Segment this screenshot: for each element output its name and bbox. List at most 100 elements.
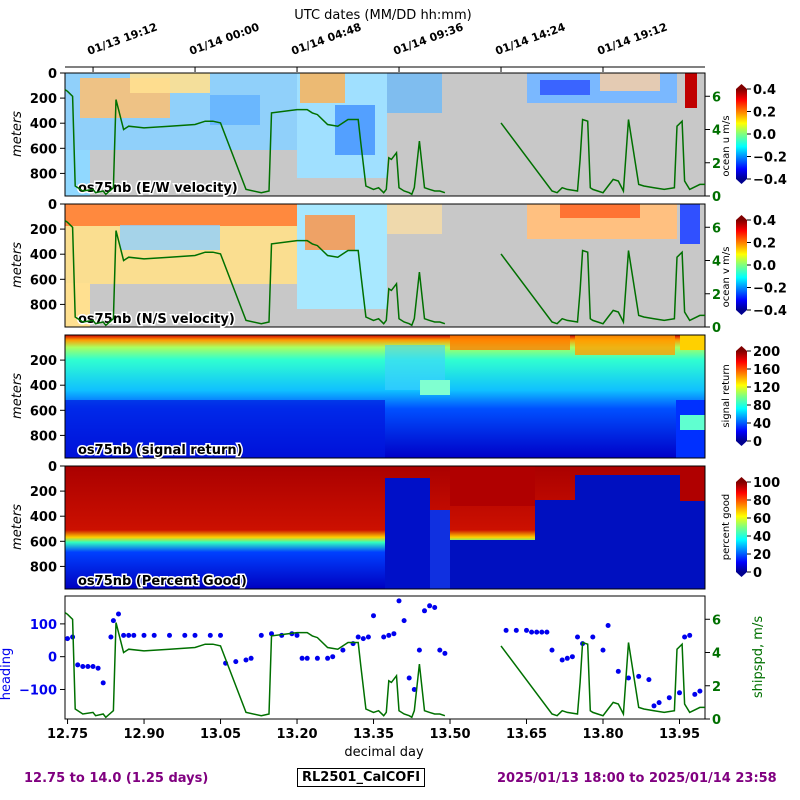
depth-tick-label: 0 bbox=[48, 460, 57, 475]
depth-tick-label: 400 bbox=[30, 510, 57, 525]
panel-percent-good: os75nb (Percent Good) meters 02004006008… bbox=[10, 460, 780, 591]
ns-velocity-yticks: 0 200 400 600 800 bbox=[30, 198, 65, 313]
heading-x-ticks: 12.75 12.90 13.05 13.20 13.35 13.50 13.65 13.80… bbox=[47, 719, 700, 742]
x-tick-label: 12.90 bbox=[123, 727, 164, 742]
heading-point bbox=[248, 655, 254, 661]
top-tick-label: 01/14 14:24 bbox=[494, 20, 568, 57]
footer-date-range: 2025/01/13 18:00 to 2025/01/14 23:58 bbox=[497, 771, 777, 786]
colorbar-tick-label: 40 bbox=[753, 417, 771, 432]
ew-velocity-speed-ticks: 6 4 2 0 bbox=[705, 90, 721, 205]
heading-point bbox=[401, 618, 407, 624]
heading-point bbox=[386, 632, 392, 638]
speed-tick-label: 4 bbox=[712, 255, 721, 270]
x-tick-label: 13.80 bbox=[582, 727, 623, 742]
ew-velocity-yticks: 0 200 400 600 800 bbox=[30, 67, 65, 182]
colorbar-tick-label: 0.0 bbox=[753, 259, 776, 274]
heading-point bbox=[442, 650, 448, 656]
signal-return-colorbar: 200 160 120 80 40 0 signal return bbox=[721, 345, 780, 450]
colorbar-tick-label: 60 bbox=[753, 512, 771, 527]
ship-speed-line bbox=[64, 611, 446, 719]
speed-right-ticks: 6 4 2 0 bbox=[705, 613, 721, 728]
heading-point bbox=[534, 629, 540, 635]
depth-tick-label: 600 bbox=[30, 273, 57, 288]
heading-point bbox=[575, 634, 580, 640]
heading-point bbox=[437, 647, 443, 653]
colorbar-tick-label: 80 bbox=[753, 399, 771, 414]
colorbar-tick-label: 120 bbox=[753, 381, 780, 396]
ew-velocity-label: os75nb (E/W velocity) bbox=[78, 181, 238, 196]
heading-point bbox=[371, 613, 376, 619]
colorbar-tick-label: 0.0 bbox=[753, 128, 776, 143]
signal-return-field bbox=[65, 335, 705, 458]
heading-point bbox=[314, 655, 320, 661]
depth-tick-label: 600 bbox=[30, 404, 57, 419]
colorbar-tick-label: 160 bbox=[753, 363, 780, 378]
signal-return-yticks: 200 400 600 800 bbox=[30, 354, 65, 444]
depth-tick-label: 200 bbox=[30, 92, 57, 107]
depth-tick-label: 0 bbox=[48, 198, 57, 213]
x-tick-label: 13.05 bbox=[200, 727, 241, 742]
top-axis-ticks: 01/13 19:12 01/14 00:00 01/14 04:48 01/14 0… bbox=[86, 20, 669, 72]
panel-ns-velocity: os75nb (N/S velocity) meters 0 200 400 600 8… bbox=[10, 198, 787, 336]
heading-point bbox=[90, 664, 96, 669]
heading-point bbox=[391, 631, 397, 637]
signal-return-label: os75nb (signal return) bbox=[78, 443, 243, 458]
heading-point bbox=[100, 680, 106, 686]
colorbar-tick-label: 80 bbox=[753, 494, 771, 509]
percent-good-yticks: 0 200 400 600 800 bbox=[30, 460, 65, 575]
top-tick-label: 01/14 09:36 bbox=[392, 20, 466, 57]
heading-point bbox=[75, 662, 81, 668]
depth-tick-label: 400 bbox=[30, 379, 57, 394]
depth-tick-label: 800 bbox=[30, 298, 57, 313]
colorbar-tick-label: 0.4 bbox=[753, 214, 776, 229]
speed-axis-tick-label: 2 bbox=[712, 680, 721, 695]
colorbar-tick-label: 20 bbox=[753, 548, 771, 563]
depth-tick-label: 200 bbox=[30, 485, 57, 500]
heading-point bbox=[503, 627, 509, 633]
heading-point bbox=[600, 647, 606, 653]
heading-point bbox=[651, 703, 657, 709]
heading-point bbox=[207, 632, 213, 638]
panel-signal-return: os75nb (signal return) meters 2004006008… bbox=[10, 334, 780, 460]
heading-point bbox=[80, 664, 86, 669]
heading-point bbox=[682, 634, 688, 640]
ns-velocity-speed-ticks: 6 4 2 0 bbox=[705, 221, 721, 336]
speed-axis-tick-label: 4 bbox=[712, 647, 721, 662]
depth-tick-label: 600 bbox=[30, 142, 57, 157]
percent-colorbar-label: percent good bbox=[721, 494, 732, 560]
ns-velocity-label: os75nb (N/S velocity) bbox=[78, 312, 235, 327]
heading-point bbox=[539, 629, 545, 635]
depth-tick-label: 600 bbox=[30, 535, 57, 550]
top-tick-label: 01/14 04:48 bbox=[290, 20, 363, 57]
heading-point bbox=[85, 664, 91, 669]
depth-tick-label: 800 bbox=[30, 560, 57, 575]
percent-good-field bbox=[385, 466, 705, 589]
top-tick-label: 01/13 19:12 bbox=[86, 20, 159, 57]
x-tick-label: 13.95 bbox=[659, 727, 700, 742]
heading-point bbox=[692, 691, 698, 697]
heading-point bbox=[116, 611, 121, 617]
speed-tick-label: 4 bbox=[712, 124, 721, 139]
colorbar-tick-label: 0.4 bbox=[753, 83, 776, 98]
heading-point bbox=[141, 632, 147, 638]
heading-point bbox=[636, 673, 642, 679]
heading-ylabel: heading bbox=[0, 648, 14, 701]
heading-point bbox=[95, 665, 101, 671]
heading-point bbox=[559, 657, 565, 663]
panel-heading-speed: 12.75 12.90 13.05 13.20 13.35 13.50 13.65 13.80… bbox=[0, 595, 766, 760]
top-utc-axis: UTC dates (MM/DD hh:mm) 01/13 19:12 01/14… bbox=[65, 8, 705, 72]
heading-point bbox=[406, 675, 412, 681]
heading-point bbox=[646, 677, 652, 683]
heading-point bbox=[294, 632, 300, 638]
speed-tick-label: 2 bbox=[712, 157, 721, 172]
speed-axis-tick-label: 0 bbox=[712, 713, 721, 728]
top-axis-title: UTC dates (MM/DD hh:mm) bbox=[294, 8, 471, 23]
colorbar-tick-label: 0.2 bbox=[753, 106, 776, 121]
heading-point bbox=[121, 632, 127, 638]
heading-point bbox=[65, 636, 70, 642]
speed-tick-label: 2 bbox=[712, 288, 721, 303]
heading-point bbox=[182, 632, 188, 638]
heading-tick-label: −100 bbox=[19, 683, 57, 698]
heading-point bbox=[269, 631, 274, 637]
